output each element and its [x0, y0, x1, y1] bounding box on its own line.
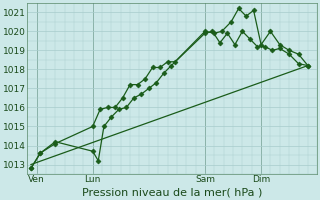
X-axis label: Pression niveau de la mer( hPa ): Pression niveau de la mer( hPa ): [82, 187, 262, 197]
